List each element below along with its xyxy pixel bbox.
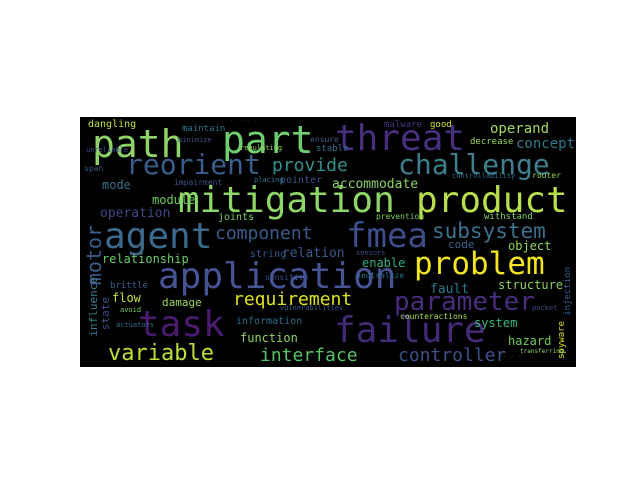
- word-avoid: avoid: [120, 306, 142, 314]
- word-state: state: [99, 297, 112, 331]
- word-packet: packet: [532, 304, 558, 312]
- word-minimize: minimize: [178, 136, 212, 144]
- word-interface: interface: [260, 345, 358, 366]
- word-pointer: pointer: [280, 175, 323, 186]
- word-mode: mode: [102, 178, 131, 192]
- word-stable: stable: [316, 144, 349, 154]
- word-ensure: ensure: [310, 135, 339, 144]
- word-unreliable: unreliable: [86, 146, 129, 154]
- word-prevention: prevention: [376, 212, 425, 221]
- word-damage: damage: [162, 296, 202, 309]
- word-counteractions: counteractions: [400, 312, 468, 321]
- word-injection: injection: [563, 267, 573, 316]
- word-neutralize: neutralize: [356, 271, 405, 280]
- word-code: code: [448, 238, 475, 251]
- word-decrease: decrease: [470, 137, 514, 147]
- word-function: function: [240, 331, 298, 345]
- word-path: path: [92, 122, 184, 166]
- word-router: router: [532, 171, 561, 180]
- word-regulating: regulating: [240, 144, 283, 152]
- word-sensors: sensors: [356, 249, 386, 257]
- word-operand: operand: [490, 121, 550, 137]
- word-maintain: maintain: [182, 124, 226, 134]
- word-hazard: hazard: [508, 334, 552, 348]
- word-system: system: [474, 316, 518, 330]
- word-transferring: transferring: [520, 348, 564, 355]
- word-span: span: [84, 164, 104, 173]
- word-controllability: controllability: [452, 172, 516, 180]
- word-subsystem: subsystem: [432, 219, 546, 243]
- word-placing: placing: [254, 176, 284, 184]
- word-relationship: relationship: [102, 252, 189, 266]
- word-controller: controller: [398, 345, 507, 366]
- word-withstand: withstand: [484, 212, 533, 222]
- word-application: application: [158, 256, 397, 297]
- word-variable: variable: [108, 341, 214, 366]
- word-failure: failure: [334, 310, 486, 351]
- word-mitigation: mitigation: [178, 180, 395, 221]
- word-provide: provide: [272, 155, 348, 176]
- word-structure: structure: [498, 278, 564, 292]
- word-threat: threat: [335, 118, 466, 159]
- word-task: task: [138, 304, 225, 345]
- word-parameter: parameter: [394, 287, 535, 317]
- word-actuators: actuators: [116, 321, 154, 329]
- word-problem: problem: [414, 246, 545, 282]
- word-fmea: fmea: [346, 216, 428, 256]
- word-vulnerabilities: vulnerabilities: [280, 304, 344, 312]
- word-reorient: reorient: [126, 148, 261, 181]
- word-part: part: [222, 118, 314, 162]
- word-component: component: [215, 223, 313, 244]
- word-relation: relation: [282, 246, 345, 261]
- word-product: product: [416, 180, 568, 221]
- word-string: string: [250, 249, 287, 260]
- word-joints: joints: [218, 212, 255, 223]
- word-impairment: impairment: [174, 178, 223, 187]
- word-brittle: brittle: [110, 281, 148, 291]
- word-object: object: [508, 239, 552, 253]
- word-dangling: dangling: [88, 119, 137, 130]
- word-fault: fault: [430, 282, 470, 297]
- word-requirement: requirement: [233, 289, 353, 310]
- word-malware: malware: [384, 120, 422, 130]
- word-operation: operation: [100, 206, 171, 221]
- word-module: module: [152, 193, 196, 207]
- word-information: information: [236, 316, 303, 327]
- word-flow: flow: [112, 291, 141, 305]
- word-concept: concept: [516, 136, 576, 152]
- word-good: good: [430, 120, 452, 130]
- word-influence: influence: [87, 277, 100, 337]
- word-sensitive: sensitive: [265, 273, 309, 282]
- word-accommodate: accommodate: [332, 177, 419, 192]
- word-enable: enable: [362, 256, 406, 270]
- word-cloud: ·· ·· · ·· ···· ·· ··· ··· ·· ·· ·· ··· …: [80, 117, 576, 367]
- word-challenge: challenge: [398, 148, 550, 181]
- word-agent: agent: [104, 216, 213, 257]
